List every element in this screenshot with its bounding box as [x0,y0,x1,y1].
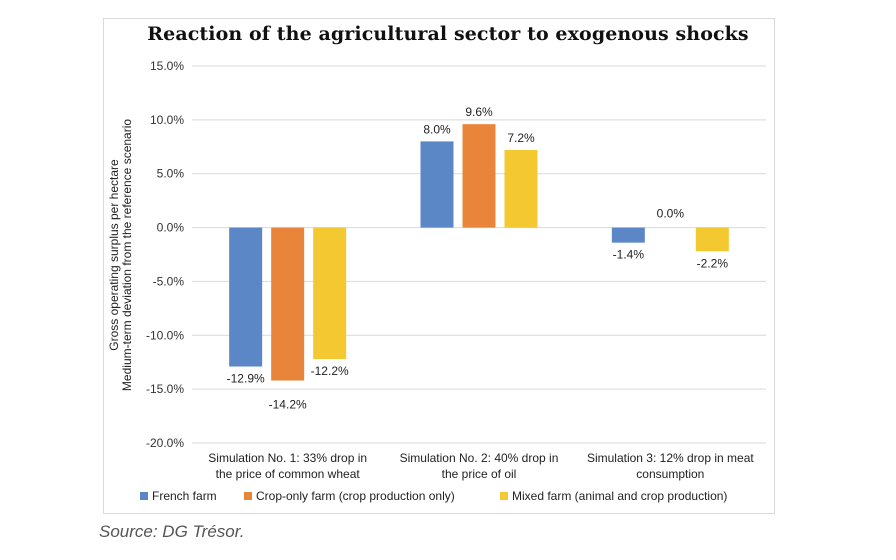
bar [504,150,538,228]
y-tick-label: 5.0% [157,167,185,181]
bar [271,227,305,381]
y-axis-title-line1: Gross operating surplus per hectare [107,159,121,351]
data-label: 7.2% [507,131,535,145]
data-label: 8.0% [423,122,451,136]
y-tick-label: 15.0% [150,59,184,73]
x-category-label: Simulation No. 1: 33% drop in [208,451,367,465]
bar [420,141,454,228]
chart-title: Reaction of the agricultural sector to e… [147,23,749,45]
bar [611,227,645,243]
y-tick-label: 0.0% [157,221,185,235]
bar [229,227,263,367]
legend-label: Mixed farm (animal and crop production) [512,489,727,503]
legend-label: French farm [152,489,217,503]
legend-swatch [140,492,148,500]
data-label: 9.6% [465,105,493,119]
y-tick-label: -15.0% [146,382,184,396]
legend-label: Crop-only farm (crop production only) [256,489,455,503]
x-category-label: the price of oil [442,467,517,481]
y-tick-label: -10.0% [146,328,184,342]
source-note: Source: DG Trésor. [99,522,245,541]
x-category-label: the price of common wheat [216,467,361,481]
data-label: -14.2% [269,398,307,412]
x-category-label: consumption [636,467,704,481]
y-axis-title-line2: Medium-term deviation from the reference… [120,119,134,391]
legend-swatch [244,492,252,500]
bar [313,227,347,359]
data-label: -1.4% [613,248,645,262]
y-tick-label: -20.0% [146,436,184,450]
data-label: 0.0% [657,207,685,221]
x-category-label: Simulation 3: 12% drop in meat [587,451,754,465]
chart-frame [103,18,775,514]
legend-swatch [500,492,508,500]
y-tick-label: 10.0% [150,113,184,127]
y-tick-label: -5.0% [153,274,185,288]
bar [462,124,496,228]
x-category-label: Simulation No. 2: 40% drop in [400,451,559,465]
data-label: -12.2% [311,364,349,378]
data-label: -2.2% [697,256,729,270]
data-label: -12.9% [227,372,265,386]
bar [695,227,729,252]
